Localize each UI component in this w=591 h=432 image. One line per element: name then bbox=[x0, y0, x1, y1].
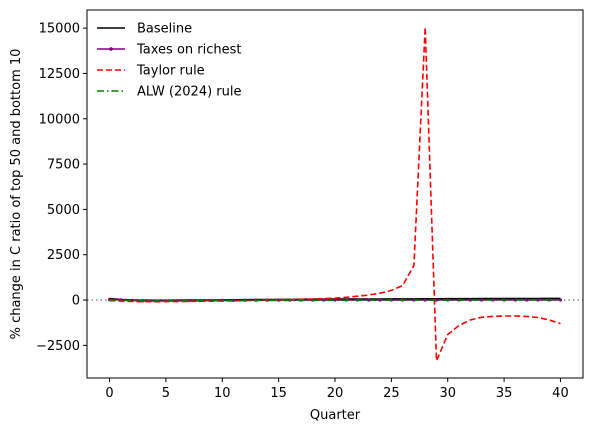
legend-label-taxes-on-richest: Taxes on richest bbox=[136, 43, 242, 58]
x-tick-label: 20 bbox=[327, 386, 344, 401]
x-tick-label: 30 bbox=[439, 386, 456, 401]
x-tick-label: 15 bbox=[270, 386, 287, 401]
series-point-taxes-on-richest bbox=[434, 298, 439, 302]
y-tick-label: 5000 bbox=[47, 203, 80, 218]
axis-ticks: 0 5 10 15 20 25 30 35 40 −2500 0 2500 5000 7500 10000 1… bbox=[36, 22, 569, 401]
legend: Baseline Taxes on richest Taylor rule ALW (… bbox=[97, 22, 242, 100]
series-point-taxes-on-richest bbox=[367, 298, 371, 302]
x-tick-label: 25 bbox=[383, 386, 400, 401]
legend-label-baseline: Baseline bbox=[137, 22, 192, 37]
legend-label-taylor-rule: Taylor rule bbox=[136, 64, 205, 79]
series-point-taxes-on-richest bbox=[231, 298, 236, 302]
x-tick-label: 35 bbox=[496, 386, 513, 401]
y-axis-label: % change in C ratio of top 50 and bottom… bbox=[9, 49, 24, 340]
y-tick-label: 0 bbox=[72, 294, 80, 309]
series-point-taxes-on-richest bbox=[536, 298, 540, 302]
plot-marks bbox=[87, 26, 583, 362]
x-tick-label: 10 bbox=[214, 386, 231, 401]
x-axis-label: Quarter bbox=[310, 408, 361, 423]
series-point-taxes-on-richest bbox=[333, 298, 337, 302]
legend-marker-taxes-on-richest bbox=[109, 47, 113, 51]
legend-label-alw-2024-rule: ALW (2024) rule bbox=[137, 85, 241, 100]
y-tick-label: 10000 bbox=[39, 112, 80, 127]
x-tick-label: 40 bbox=[552, 386, 569, 401]
x-tick-label: 0 bbox=[105, 386, 113, 401]
series-line-alw-2024-rule bbox=[109, 298, 561, 302]
y-tick-label: 2500 bbox=[47, 248, 80, 263]
series-point-taxes-on-richest bbox=[468, 298, 472, 302]
y-tick-label: 12500 bbox=[39, 67, 80, 82]
y-tick-label: −2500 bbox=[36, 339, 80, 354]
x-tick-label: 5 bbox=[162, 386, 170, 401]
y-tick-label: 7500 bbox=[47, 158, 80, 173]
y-tick-label: 15000 bbox=[39, 22, 80, 37]
